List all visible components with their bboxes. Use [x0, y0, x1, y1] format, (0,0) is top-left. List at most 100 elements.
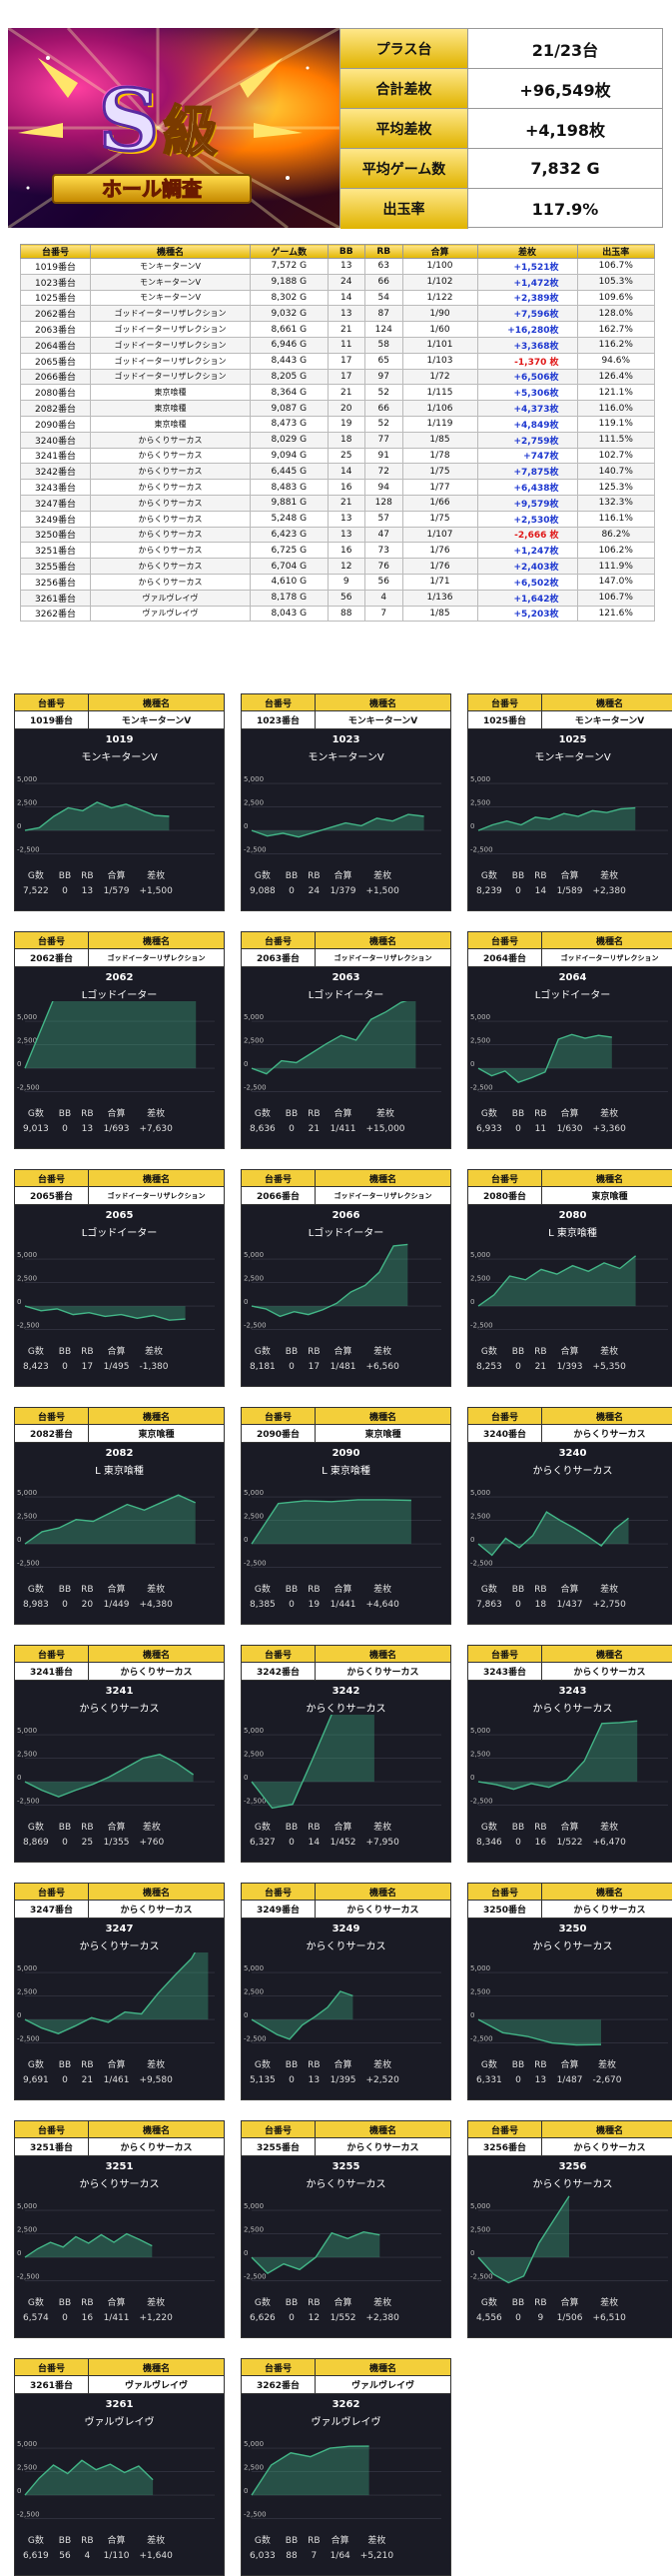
machine-no-value: 3240番台	[468, 1425, 541, 1442]
chart-model-name: Lゴッドイーター	[81, 1228, 158, 1239]
stat-total: 合算 1/393	[557, 1345, 583, 1375]
y-tick-label: 5,000	[17, 775, 37, 783]
machine-card[interactable]: 台番号 3249番台 機種名 からくりサーカス 3249 からくりサーカス 5,000 2,5…	[241, 1883, 451, 2100]
table-cell: +9,579枚	[476, 494, 578, 512]
stat-rb: RB 16	[81, 2296, 93, 2326]
table-row: 2065番台 ゴッドイーターリザレクション 8,443 G 17 65 1/103 -1,3…	[20, 352, 655, 370]
machine-card[interactable]: 台番号 3250番台 機種名 からくりサーカス 3250 からくりサーカス 5,000 2,5…	[467, 1883, 672, 2100]
card-header-model: 機種名 からくりサーカス	[316, 2121, 450, 2155]
stat-value: 88	[286, 2551, 298, 2561]
stat-bb: BB 0	[512, 1821, 524, 1851]
card-header-model: 機種名 ヴァルヴレイヴ	[89, 2359, 224, 2393]
y-tick-label: 2,500	[244, 799, 264, 807]
machine-card[interactable]: 台番号 3261番台 機種名 ヴァルヴレイヴ 3261 ヴァルヴレイヴ 5,000 2,500…	[14, 2358, 225, 2576]
y-tick-label: -2,500	[244, 1560, 267, 1568]
card-header-number: 台番号 1025番台	[468, 694, 542, 728]
slump-area	[25, 2233, 153, 2258]
stat-label: BB	[511, 1347, 525, 1357]
model-value: からくりサーカス	[316, 2138, 450, 2155]
stat-label: 合算	[107, 2298, 126, 2308]
card-header: 台番号 3262番台 機種名 ヴァルヴレイヴ	[241, 2358, 451, 2394]
column-header: 合算	[401, 244, 478, 259]
table-cell: 17	[327, 368, 365, 386]
machine-card[interactable]: 台番号 2062番台 機種名 ゴッドイーターリザレクション 2062 Lゴッドイーター 5,…	[14, 931, 225, 1149]
stat-label: 合算	[334, 1585, 352, 1595]
stat-value: 4,556	[476, 2313, 502, 2323]
stat-label: 差枚	[600, 1585, 619, 1595]
stat-value: +760	[139, 1838, 165, 1848]
machine-card[interactable]: 台番号 2065番台 機種名 ゴッドイーターリザレクション 2065 Lゴッドイーター 5,…	[14, 1169, 225, 1387]
stat-label: G数	[480, 2298, 497, 2308]
slump-graph: 5,000 2,500 0 -2,500	[17, 1251, 215, 1330]
y-tick-label: 2,500	[470, 1513, 490, 1521]
y-tick-label: 0	[470, 2249, 474, 2257]
stat-value: 1/395	[330, 2075, 356, 2085]
stat-label: G数	[254, 871, 271, 881]
table-row: 3240番台 からくりサーカス 8,029 G 18 77 1/85 +2,759枚 111.…	[20, 431, 655, 449]
table-cell: 1025番台	[20, 289, 91, 307]
machine-card[interactable]: 台番号 2082番台 機種名 東京喰種 2082 L 東京喰種 5,000 2,500 0 -2,…	[14, 1407, 225, 1625]
stat-label: BB	[285, 1347, 299, 1357]
machine-card[interactable]: 台番号 3247番台 機種名 からくりサーカス 3247 からくりサーカス 5,000 2,5…	[14, 1883, 225, 2100]
slump-area	[478, 1255, 636, 1307]
stat-label: 差枚	[147, 2060, 166, 2070]
machine-card[interactable]: 台番号 3240番台 機種名 からくりサーカス 3240 からくりサーカス 5,000 2,5…	[467, 1407, 672, 1625]
card-stats: G数 6,331 BB 0 RB 13 合算 1/487 差枚 -2,670	[476, 2058, 669, 2088]
stat-label: 差枚	[598, 2060, 617, 2070]
table-cell: 1/60	[401, 321, 478, 338]
slump-graph: 5,000 2,500 0 -2,500	[17, 1489, 215, 1568]
table-cell: +2,389枚	[476, 289, 578, 307]
table-cell: 4,610 G	[250, 573, 329, 591]
stat-label: G数	[254, 2060, 271, 2070]
model-value: からくりサーカス	[89, 1663, 224, 1680]
model-label: 機種名	[316, 1408, 450, 1425]
stat-value: 0	[62, 2075, 68, 2085]
stat-label: RB	[534, 1347, 547, 1357]
stat-bb: BB 0	[286, 1107, 298, 1137]
machine-card[interactable]: 台番号 2080番台 機種名 東京喰種 2080 L 東京喰種 5,000 2,500 0 -2,…	[467, 1169, 672, 1387]
table-cell: 11	[327, 336, 365, 354]
machine-card[interactable]: 台番号 3251番台 機種名 からくりサーカス 3251 からくりサーカス 5,000 2,5…	[14, 2120, 225, 2338]
table-cell: ゴッドイーターリザレクション	[90, 305, 251, 323]
machine-card[interactable]: 台番号 1019番台 機種名 モンキーターンV 1019 モンキーターンV 5,000 2,5…	[14, 693, 225, 911]
table-cell: 1019番台	[20, 258, 91, 275]
machine-card[interactable]: 台番号 3255番台 機種名 からくりサーカス 3255 からくりサーカス 5,000 2,5…	[241, 2120, 451, 2338]
stat-label: 合算	[560, 2060, 579, 2070]
card-header-number: 台番号 1023番台	[242, 694, 316, 728]
summary-row: プラス台 21/23台	[340, 29, 662, 69]
machine-card[interactable]: 台番号 1025番台 機種名 モンキーターンV 1025 モンキーターンV 5,000 2,5…	[467, 693, 672, 911]
y-tick-label: 2,500	[470, 1751, 490, 1759]
machine-card[interactable]: 台番号 1023番台 機種名 モンキーターンV 1023 モンキーターンV 5,000 2,5…	[241, 693, 451, 911]
stat-label: 合算	[107, 1585, 126, 1595]
stat-value: +4,380	[139, 1600, 173, 1610]
table-row: 2090番台 東京喰種 8,473 G 19 52 1/119 +4,849枚 119.1%	[20, 415, 655, 433]
stat-value: 0	[289, 1838, 295, 1848]
column-header: 出玉率	[576, 244, 655, 259]
stat-diff: 差枚 +7,950	[366, 1821, 399, 1851]
y-tick-label: 5,000	[17, 1964, 37, 1972]
chart-model-name: L 東京喰種	[322, 1466, 370, 1477]
machine-card[interactable]: 台番号 3243番台 機種名 からくりサーカス 3243 からくりサーカス 5,000 2,5…	[467, 1645, 672, 1863]
summary-row: 出玉率 117.9%	[340, 189, 662, 229]
table-cell: 3261番台	[20, 589, 91, 607]
stat-bb: BB 0	[512, 2058, 524, 2088]
machine-card[interactable]: 台番号 2064番台 機種名 ゴッドイーターリザレクション 2064 Lゴッドイーター 5,…	[467, 931, 672, 1149]
machine-card[interactable]: 台番号 3242番台 機種名 からくりサーカス 3242 からくりサーカス 5,000 2,5…	[241, 1645, 451, 1863]
stat-value: 0	[62, 1600, 68, 1610]
card-chart-panel: 3243 からくりサーカス 5,000 2,500 0 -2,500 G数 8,346 BB 0 R…	[467, 1681, 672, 1863]
y-tick-label: -2,500	[17, 2273, 40, 2281]
machine-card[interactable]: 台番号 2090番台 機種名 東京喰種 2090 L 東京喰種 5,000 2,500 0 -2,…	[241, 1407, 451, 1625]
stat-total: 合算 1/693	[104, 1107, 130, 1137]
machine-card[interactable]: 台番号 3241番台 機種名 からくりサーカス 3241 からくりサーカス 5,000 2,5…	[14, 1645, 225, 1863]
machine-card[interactable]: 台番号 3256番台 機種名 からくりサーカス 3256 からくりサーカス 5,000 2,5…	[467, 2120, 672, 2338]
machine-card[interactable]: 台番号 3262番台 機種名 ヴァルヴレイヴ 3262 ヴァルヴレイヴ 5,000 2,500…	[241, 2358, 451, 2576]
machine-card[interactable]: 台番号 2066番台 機種名 ゴッドイーターリザレクション 2066 Lゴッドイーター 5,…	[241, 1169, 451, 1387]
stat-rb: RB 14	[308, 1821, 320, 1851]
stat-rb: RB 12	[308, 2296, 320, 2326]
slump-line	[477, 1720, 638, 1791]
card-chart-panel: 1019 モンキーターンV 5,000 2,500 0 -2,500 G数 7,522 BB 0 R…	[14, 729, 225, 911]
stat-bb: BB 0	[286, 2058, 298, 2088]
machine-card[interactable]: 台番号 2063番台 機種名 ゴッドイーターリザレクション 2063 Lゴッドイーター 5,…	[241, 931, 451, 1149]
stat-value: 7,522	[23, 886, 49, 896]
table-row: 2063番台 ゴッドイーターリザレクション 8,661 G 21 124 1/60 +16,…	[20, 321, 655, 338]
